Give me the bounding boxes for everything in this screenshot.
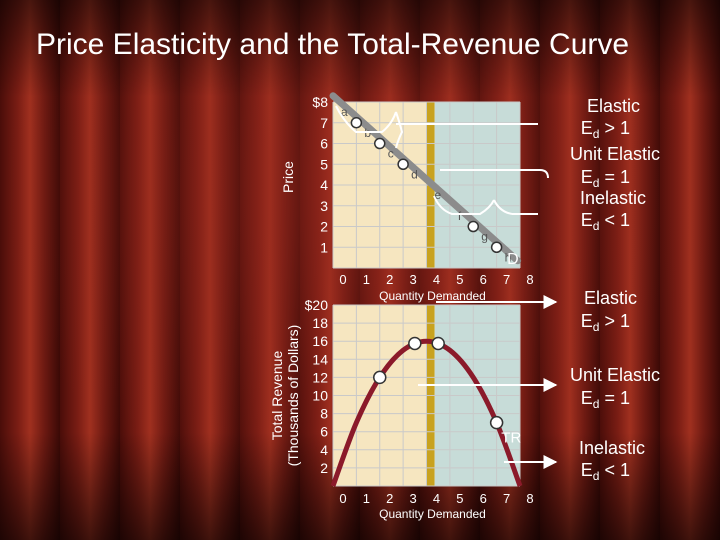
elastic-brace-tip bbox=[395, 111, 404, 149]
point-label: h bbox=[505, 250, 512, 264]
point-label: a bbox=[341, 105, 348, 119]
top-unit-elastic-label: Unit Elastic bbox=[570, 144, 660, 164]
y-tick-label: 5 bbox=[320, 156, 328, 172]
x-tick-label: 7 bbox=[503, 272, 510, 287]
tr-point-marker bbox=[431, 336, 445, 351]
tr-point-marker bbox=[408, 336, 422, 351]
point-label: d bbox=[411, 167, 418, 181]
top-elastic-relation: Ed > 1 bbox=[581, 118, 630, 141]
bottom-inelastic-label: Inelastic bbox=[579, 438, 645, 458]
demand-curve bbox=[329, 92, 522, 265]
y-tick-label: 6 bbox=[320, 424, 328, 440]
inelastic-brace-tip bbox=[493, 199, 513, 215]
x-tick-label: 3 bbox=[410, 272, 417, 287]
top-inelastic-label: Inelastic bbox=[580, 188, 646, 208]
y-tick-label: 2 bbox=[320, 460, 328, 476]
x-tick-label: 3 bbox=[410, 491, 417, 506]
x-tick-label: 0 bbox=[339, 491, 346, 506]
point-marker bbox=[350, 117, 363, 129]
demand-chart: $8 7 6 5 4 3 2 1 0 1 2 3 4 5 6 7 8 Quantity Demanded Price… bbox=[280, 92, 534, 303]
x-tick-label: 7 bbox=[503, 491, 510, 506]
x-tick-label: 2 bbox=[386, 491, 393, 506]
y-axis-label-units: (Thousands of Dollars) bbox=[285, 325, 301, 467]
y-tick-label: 14 bbox=[312, 351, 328, 367]
point-label: g bbox=[481, 230, 488, 244]
y-tick-label: $8 bbox=[312, 94, 328, 110]
y-axis-label: Total Revenue bbox=[269, 351, 285, 441]
point-marker bbox=[467, 220, 479, 233]
top-inelastic-relation: Ed < 1 bbox=[581, 210, 630, 233]
page-title: Price Elasticity and the Total-Revenue C… bbox=[36, 28, 630, 61]
y-axis-label: Price bbox=[280, 161, 296, 193]
top-elastic-label: Elastic bbox=[587, 96, 640, 116]
y-tick-label: 3 bbox=[320, 198, 328, 214]
unit-connector bbox=[440, 169, 549, 179]
y-tick-label: 10 bbox=[312, 388, 328, 404]
x-tick-label: 5 bbox=[456, 272, 463, 287]
x-tick-label: 1 bbox=[363, 491, 370, 506]
y-tick-label: 1 bbox=[320, 239, 328, 255]
y-tick-label: 12 bbox=[312, 369, 328, 385]
bottom-elastic-relation: Ed > 1 bbox=[581, 311, 630, 334]
point-marker bbox=[397, 158, 409, 170]
top-unit-relation: Ed = 1 bbox=[581, 167, 630, 190]
inelastic-brace bbox=[433, 195, 495, 215]
x-tick-label: 8 bbox=[526, 491, 533, 506]
demand-label: D bbox=[507, 251, 519, 268]
y-tick-label: 8 bbox=[320, 406, 328, 422]
x-tick-label: 2 bbox=[386, 272, 393, 287]
tr-label: TR bbox=[501, 430, 521, 447]
bottom-elastic-label: Elastic bbox=[584, 288, 637, 308]
point-label: f bbox=[458, 209, 462, 223]
tr-point-marker bbox=[489, 415, 504, 430]
x-tick-label: 0 bbox=[339, 272, 346, 287]
bottom-unit-elastic-label: Unit Elastic bbox=[570, 365, 660, 385]
bottom-unit-relation: Ed = 1 bbox=[581, 388, 630, 411]
y-tick-label: 2 bbox=[320, 219, 328, 235]
x-axis-label: Quantity Demanded bbox=[379, 289, 486, 303]
tr-point-marker bbox=[373, 370, 387, 385]
x-tick-label: 4 bbox=[433, 272, 440, 287]
x-tick-label: 6 bbox=[480, 491, 487, 506]
point-marker bbox=[490, 241, 503, 253]
y-tick-label: 7 bbox=[320, 115, 328, 131]
x-axis-label: Quantity Demanded bbox=[379, 507, 486, 521]
total-revenue-curve bbox=[330, 338, 523, 487]
bottom-inelastic-relation: Ed < 1 bbox=[581, 460, 630, 483]
y-tick-label: 4 bbox=[320, 442, 328, 458]
y-tick-label: $20 bbox=[305, 297, 329, 313]
point-label: e bbox=[435, 188, 442, 202]
elastic-brace bbox=[335, 105, 397, 133]
x-tick-label: 8 bbox=[526, 272, 533, 287]
x-tick-label: 5 bbox=[456, 491, 463, 506]
y-tick-label: 18 bbox=[312, 315, 328, 331]
y-tick-label: 6 bbox=[320, 136, 328, 152]
x-tick-label: 6 bbox=[480, 272, 487, 287]
point-label: c bbox=[388, 147, 394, 161]
x-tick-label: 4 bbox=[433, 491, 440, 506]
y-tick-label: 4 bbox=[320, 177, 328, 193]
y-tick-label: 16 bbox=[312, 333, 328, 349]
x-tick-label: 1 bbox=[363, 272, 370, 287]
point-marker bbox=[374, 137, 386, 150]
